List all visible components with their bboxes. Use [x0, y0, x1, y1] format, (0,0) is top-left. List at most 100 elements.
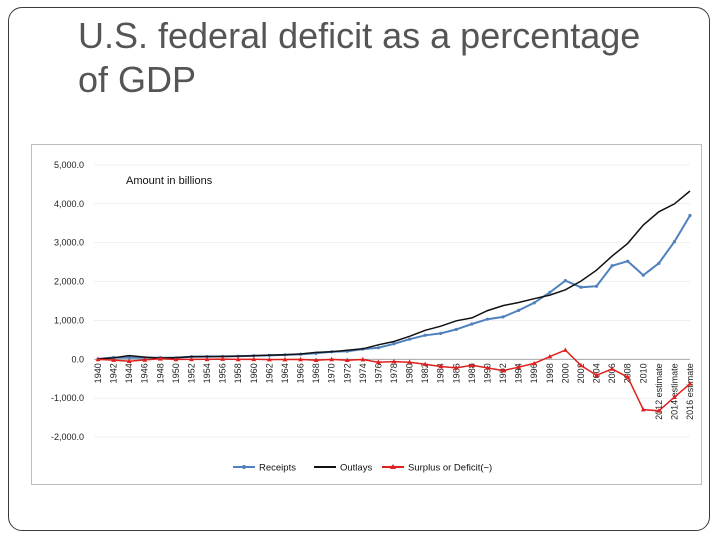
- legend-marker: [242, 465, 246, 469]
- data-point: [625, 374, 631, 379]
- series-1: [96, 213, 692, 361]
- data-point: [594, 284, 599, 288]
- data-point: [298, 356, 303, 362]
- data-point: [111, 357, 116, 362]
- x-tick-label: 1964: [280, 363, 290, 383]
- slide-title: U.S. federal deficit as a percentage of …: [78, 15, 641, 100]
- x-tick-label: 1956: [218, 363, 228, 383]
- legend-item: Surplus or Deficit(−): [382, 463, 492, 474]
- x-tick-label: 1970: [327, 363, 337, 383]
- x-tick-label: 1992: [498, 363, 508, 383]
- y-tick-label: 4,000.0: [54, 199, 84, 209]
- data-point: [548, 290, 552, 294]
- x-tick-label: 1998: [545, 363, 555, 383]
- data-point: [453, 365, 459, 370]
- chart-area: [31, 144, 702, 485]
- data-point: [407, 337, 412, 341]
- legend-marker: [390, 464, 396, 469]
- data-point: [313, 357, 319, 363]
- data-point: [266, 356, 272, 362]
- y-tick-label: 3,000.0: [54, 238, 84, 248]
- data-point: [173, 356, 179, 362]
- x-tick-label: 2008: [623, 363, 633, 383]
- data-point: [127, 355, 131, 360]
- y-tick-label: 0.0: [71, 354, 84, 364]
- data-point: [126, 358, 132, 363]
- y-axis-tick-labels: 5,000.0 4,000.0 3,000.0 2,000.0 1,000.0 0.0 -1…: [51, 160, 84, 442]
- data-point: [438, 363, 444, 369]
- data-point: [594, 372, 599, 378]
- x-tick-label: 1940: [93, 363, 103, 383]
- data-point: [517, 308, 521, 312]
- series-lines: [95, 190, 693, 413]
- x-tick-label: 2016 estimate: [685, 363, 695, 420]
- x-tick-label: 1988: [467, 363, 477, 383]
- data-point: [454, 327, 458, 332]
- data-point: [157, 356, 163, 361]
- legend: Receipts Outlays Surplus or Deficit(−): [233, 463, 492, 474]
- x-tick-label: 1954: [202, 363, 212, 383]
- data-point: [672, 240, 677, 244]
- data-point: [235, 356, 241, 362]
- x-tick-label: 1972: [342, 363, 352, 383]
- legend-item: Receipts: [233, 463, 296, 474]
- data-point: [500, 367, 506, 373]
- data-point: [329, 356, 335, 362]
- legend-item: Outlays: [314, 463, 372, 474]
- data-point: [516, 364, 522, 369]
- x-tick-label: 1974: [358, 363, 368, 383]
- x-tick-label: 1968: [311, 363, 321, 383]
- data-point: [189, 356, 194, 362]
- x-tick-label: 1982: [420, 363, 430, 383]
- data-point: [392, 342, 396, 346]
- data-point: [422, 361, 428, 367]
- y-tick-label: 5,000.0: [54, 160, 84, 170]
- data-point: [204, 356, 210, 362]
- data-point: [376, 346, 381, 350]
- y-tick-label: 2,000.0: [54, 277, 84, 287]
- data-point: [439, 331, 443, 336]
- data-point: [391, 358, 397, 364]
- x-tick-label: 1978: [389, 363, 399, 383]
- chart-annotation: Amount in billions: [126, 175, 213, 187]
- data-point: [485, 317, 490, 321]
- data-point: [251, 356, 257, 362]
- x-tick-label: 2000: [560, 363, 570, 383]
- x-tick-label: 1980: [405, 363, 415, 383]
- y-tick-label: -1,000.0: [51, 393, 84, 403]
- x-tick-label: 1962: [264, 363, 274, 383]
- x-tick-label: 1976: [373, 363, 383, 383]
- series-line: [97, 214, 691, 360]
- data-point: [532, 301, 536, 305]
- data-point: [609, 366, 615, 371]
- x-tick-label: 1958: [233, 363, 243, 383]
- data-point: [220, 356, 226, 361]
- data-point: [547, 354, 553, 359]
- data-point: [626, 259, 630, 263]
- legend-label: Receipts: [259, 463, 296, 474]
- data-point: [95, 356, 101, 362]
- data-point: [687, 381, 693, 386]
- data-point: [360, 356, 366, 362]
- x-tick-label: 1946: [140, 363, 150, 383]
- data-point: [641, 273, 645, 277]
- y-axis-gridlines: [94, 164, 690, 438]
- data-point: [344, 357, 350, 362]
- data-point: [501, 315, 505, 319]
- data-point: [657, 261, 661, 265]
- x-tick-label: 1984: [436, 363, 446, 383]
- data-point: [485, 365, 490, 370]
- data-point: [376, 359, 381, 364]
- data-point: [423, 333, 427, 337]
- x-tick-label: 1944: [124, 363, 134, 383]
- x-tick-label: 2014 estimate: [669, 363, 679, 420]
- data-point: [579, 285, 583, 289]
- y-tick-label: 1,000.0: [54, 315, 84, 325]
- data-point: [407, 359, 412, 364]
- data-point: [640, 406, 646, 412]
- x-tick-label: 2002: [576, 363, 586, 383]
- data-point: [688, 213, 692, 218]
- data-point: [531, 360, 537, 366]
- y-tick-label: -2,000.0: [51, 432, 84, 442]
